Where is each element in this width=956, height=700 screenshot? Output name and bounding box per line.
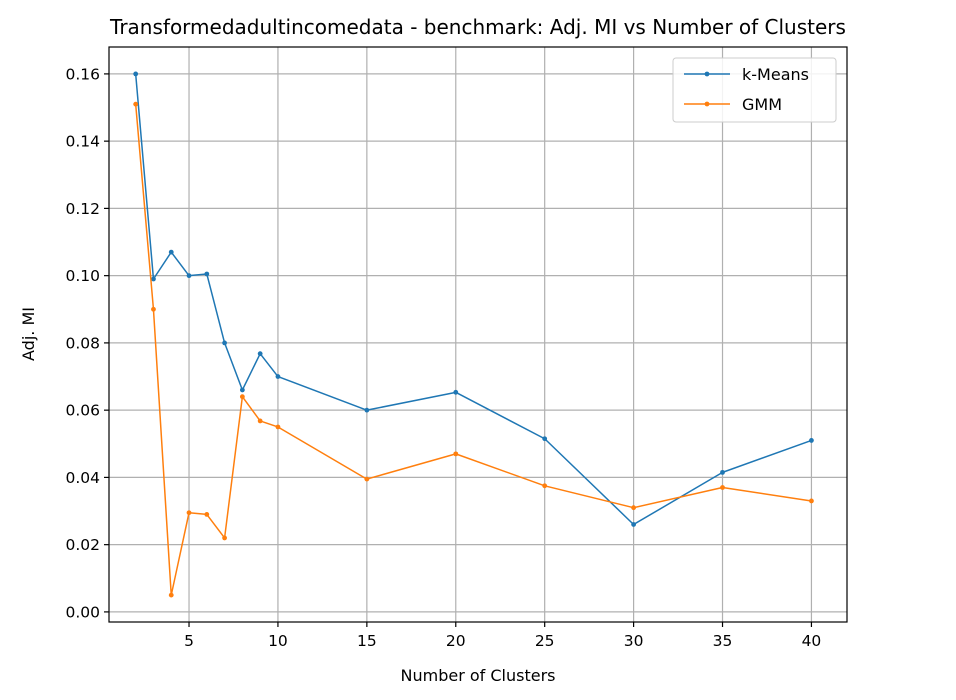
x-tick-label: 10 bbox=[268, 632, 288, 650]
data-point-gmm bbox=[239, 394, 245, 400]
data-point-gmm bbox=[542, 483, 548, 489]
y-axis-label: Adj. MI bbox=[19, 307, 38, 361]
data-point-gmm bbox=[186, 510, 192, 516]
data-point-k-means bbox=[631, 522, 637, 527]
data-point-gmm bbox=[453, 451, 459, 457]
legend-label-k-means: k-Means bbox=[742, 65, 809, 84]
y-tick-label: 0.08 bbox=[65, 334, 100, 352]
legend: k-Means GMM bbox=[672, 57, 837, 123]
data-point-k-means bbox=[151, 276, 156, 282]
data-point-gmm bbox=[809, 498, 814, 504]
data-point-gmm bbox=[720, 485, 725, 490]
x-axis: 5 10 15 20 25 30 35 40 bbox=[184, 622, 821, 650]
data-point-gmm bbox=[364, 476, 370, 482]
data-point-gmm bbox=[204, 511, 210, 517]
data-point-k-means bbox=[275, 374, 281, 379]
x-tick-label: 40 bbox=[802, 632, 822, 650]
y-tick-label: 0.06 bbox=[65, 402, 100, 420]
y-tick-label: 0.02 bbox=[65, 536, 100, 554]
legend-item-gmm: GMM bbox=[684, 95, 782, 114]
data-point-k-means bbox=[222, 340, 227, 346]
data-point-gmm bbox=[257, 418, 263, 424]
y-tick-label: 0.04 bbox=[65, 469, 100, 487]
data-point-k-means bbox=[542, 436, 548, 442]
data-point-k-means bbox=[257, 351, 263, 357]
legend-marker-gmm bbox=[704, 101, 710, 107]
chart-title: Transformedadultincomedata - benchmark: … bbox=[109, 15, 846, 39]
series-gmm bbox=[133, 101, 814, 598]
data-point-gmm bbox=[222, 535, 227, 541]
y-tick-label: 0.00 bbox=[65, 603, 100, 621]
x-tick-label: 15 bbox=[357, 632, 377, 650]
series-layer bbox=[133, 71, 814, 598]
data-point-gmm bbox=[631, 505, 637, 511]
y-tick-label: 0.14 bbox=[65, 133, 100, 151]
data-point-k-means bbox=[453, 389, 459, 395]
data-point-k-means bbox=[364, 407, 370, 413]
data-point-gmm bbox=[168, 592, 174, 598]
data-point-gmm bbox=[133, 101, 139, 107]
x-axis-label: Number of Clusters bbox=[401, 666, 556, 685]
data-point-gmm bbox=[275, 424, 281, 430]
y-tick-label: 0.10 bbox=[65, 267, 100, 285]
x-tick-label: 35 bbox=[713, 632, 733, 650]
data-point-k-means bbox=[204, 271, 210, 277]
data-point-k-means bbox=[186, 273, 192, 279]
y-tick-label: 0.16 bbox=[65, 65, 100, 83]
legend-marker-k-means bbox=[704, 71, 710, 77]
x-tick-label: 30 bbox=[624, 632, 644, 650]
y-axis: 0.00 0.02 0.04 0.06 0.08 0.10 0.12 0.14 0.16 bbox=[65, 65, 109, 621]
y-tick-label: 0.12 bbox=[65, 200, 100, 218]
grid bbox=[109, 47, 847, 622]
legend-label-gmm: GMM bbox=[742, 95, 782, 114]
x-tick-label: 20 bbox=[446, 632, 466, 650]
data-point-k-means bbox=[809, 438, 814, 443]
data-point-k-means bbox=[720, 469, 725, 475]
data-point-k-means bbox=[133, 71, 139, 77]
x-tick-label: 25 bbox=[535, 632, 555, 650]
legend-item-k-means: k-Means bbox=[684, 65, 809, 84]
series-k-means bbox=[133, 71, 814, 527]
data-point-k-means bbox=[168, 249, 174, 255]
plot-frame bbox=[108, 46, 848, 623]
data-point-k-means bbox=[239, 387, 245, 393]
data-point-gmm bbox=[151, 306, 156, 312]
x-tick-label: 5 bbox=[184, 632, 194, 650]
